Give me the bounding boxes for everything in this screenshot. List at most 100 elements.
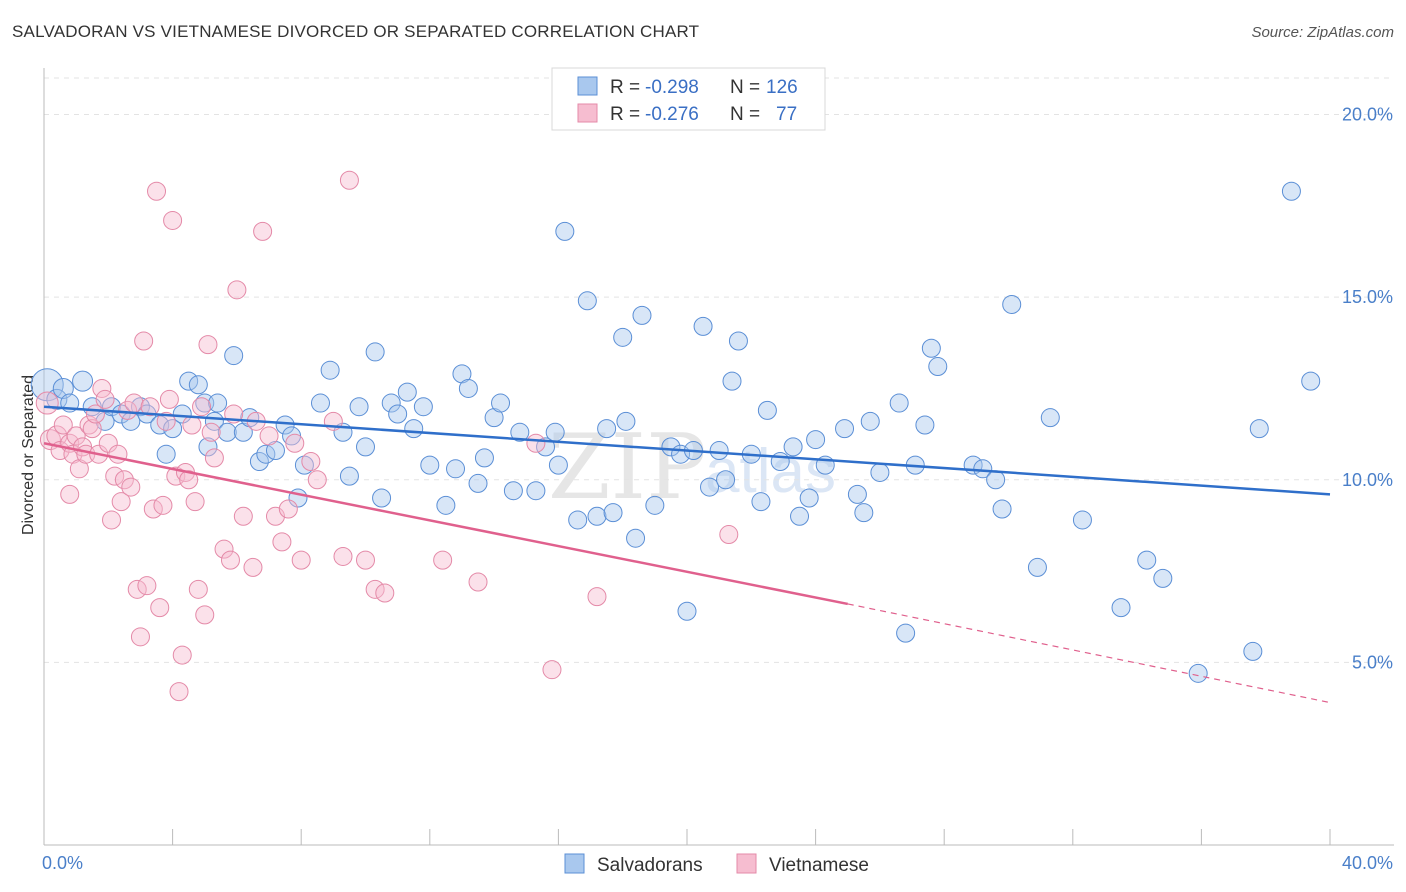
salvadoran-point-27 — [256, 444, 276, 464]
vietnamese-point-36 — [156, 411, 176, 431]
x-tick-label-0: 0.0% — [42, 853, 83, 873]
salvadoran-point-44 — [404, 419, 424, 439]
correlation-legend: R = -0.298 N = 126 R = -0.276 N = 77 — [551, 67, 826, 131]
vietnamese-point-69 — [333, 546, 353, 566]
vietnamese-point-33 — [147, 181, 167, 201]
salvadoran-trend-line — [43, 405, 1331, 496]
salvadoran-point-112 — [1153, 568, 1173, 588]
vietnamese-point-73 — [375, 583, 395, 603]
vietnamese-point-16 — [92, 378, 112, 398]
y-tick-label-3: 20.0% — [1342, 105, 1393, 125]
vietnamese-point-28 — [130, 627, 150, 647]
salvadoran-point-23 — [224, 346, 244, 366]
salvadoran-point-94 — [860, 411, 880, 431]
salvadoran-point-88 — [799, 488, 819, 508]
axes — [43, 68, 1394, 846]
vietnamese-point-44 — [182, 415, 202, 435]
salvadoran-point-111 — [1137, 550, 1157, 570]
vietnamese-trend-extension — [847, 603, 1331, 704]
legend-n-value-pink: 77 — [776, 104, 797, 125]
salvadoran-point-15 — [172, 404, 192, 424]
salvadoran-point-10 — [130, 397, 150, 417]
salvadoran-point-84 — [757, 400, 777, 420]
salvadoran-point-40 — [372, 488, 392, 508]
salvadoran-point-103 — [973, 459, 993, 479]
vietnamese-point-59 — [253, 221, 273, 241]
vietnamese-point-5 — [60, 484, 80, 504]
salvadoran-point-107 — [1027, 557, 1047, 577]
bottom-legend-label-vietnamese: Vietnamese — [769, 855, 869, 876]
salvadoran-point-70 — [632, 305, 652, 325]
salvadoran-point-91 — [835, 419, 855, 439]
vietnamese-point-30 — [137, 576, 157, 596]
x-tick-labels: 0.0% 40.0% — [42, 853, 1393, 873]
salvadoran-point-16 — [179, 371, 199, 391]
vietnamese-point-62 — [272, 532, 292, 552]
salvadoran-point-37 — [349, 397, 369, 417]
salvadoran-point-47 — [436, 495, 456, 515]
vietnamese-point-77 — [542, 660, 562, 680]
salvadoran-point-2 — [52, 377, 74, 399]
vietnamese-point-56 — [233, 506, 253, 526]
salvadoran-point-41 — [381, 393, 401, 413]
vietnamese-point-70 — [339, 170, 359, 190]
vietnamese-point-24 — [118, 400, 138, 420]
vietnamese-point-19 — [102, 510, 122, 530]
x-tick-label-1: 40.0% — [1342, 853, 1393, 873]
salvadoran-point-12 — [150, 415, 170, 435]
salvadoran-point-97 — [896, 623, 916, 643]
salvadoran-point-68 — [613, 327, 633, 347]
salvadoran-point-69 — [626, 528, 646, 548]
y-tick-label-1: 10.0% — [1342, 470, 1393, 490]
salvadoran-point-95 — [870, 462, 890, 482]
trend-lines — [43, 405, 1331, 704]
gridlines — [44, 77, 1394, 663]
legend-r-label-pink: R = — [610, 104, 640, 125]
salvadoran-point-92 — [847, 484, 867, 504]
salvadoran-point-3 — [72, 370, 94, 392]
salvadoran-point-14 — [156, 444, 176, 464]
salvadoran-point-81 — [728, 331, 748, 351]
legend-n-label-pink: N = — [730, 104, 760, 125]
vietnamese-point-64 — [285, 433, 305, 453]
vietnamese-point-47 — [192, 397, 212, 417]
salvadoran-point-105 — [992, 499, 1012, 519]
vietnamese-point-13 — [82, 419, 102, 439]
salvadoran-point-117 — [1301, 371, 1321, 391]
salvadoran-point-87 — [790, 506, 810, 526]
salvadoran-point-54 — [491, 393, 511, 413]
vietnamese-point-65 — [291, 550, 311, 570]
vietnamese-point-72 — [365, 579, 385, 599]
salvadoran-point-52 — [474, 448, 494, 468]
salvadoran-point-106 — [1002, 294, 1022, 314]
salvadoran-point-57 — [526, 481, 546, 501]
series-vietnamese-points — [35, 170, 739, 702]
bottom-legend-swatch-pink — [736, 853, 757, 874]
vietnamese-point-78 — [587, 587, 607, 607]
y-tick-label-0: 5.0% — [1352, 652, 1393, 672]
source-label: Source: ZipAtlas.com — [1251, 24, 1394, 41]
salvadoran-point-64 — [587, 506, 607, 526]
legend-n-label-blue: N = — [730, 77, 760, 98]
salvadoran-point-66 — [603, 503, 623, 523]
salvadoran-point-42 — [388, 404, 408, 424]
vietnamese-point-66 — [301, 452, 321, 471]
legend-r-value-blue: -0.298 — [645, 77, 699, 98]
vietnamese-point-74 — [433, 550, 453, 570]
vietnamese-point-50 — [201, 422, 221, 442]
vietnamese-point-31 — [140, 397, 160, 417]
salvadoran-point-63 — [577, 291, 597, 311]
salvadoran-point-26 — [249, 452, 269, 471]
salvadoran-point-115 — [1249, 419, 1269, 439]
salvadoran-point-71 — [645, 495, 665, 515]
bottom-legend-label-salvadorans: Salvadorans — [597, 855, 703, 876]
salvadoran-point-34 — [320, 360, 340, 380]
vietnamese-point-17 — [95, 389, 115, 409]
watermark-zip: ZIP — [548, 415, 707, 520]
vietnamese-point-25 — [121, 477, 141, 497]
salvadoran-point-38 — [356, 437, 375, 457]
vietnamese-point-4 — [53, 415, 73, 435]
y-axis-label: Divorced or Separated — [20, 375, 37, 535]
salvadoran-point-72 — [661, 437, 681, 457]
